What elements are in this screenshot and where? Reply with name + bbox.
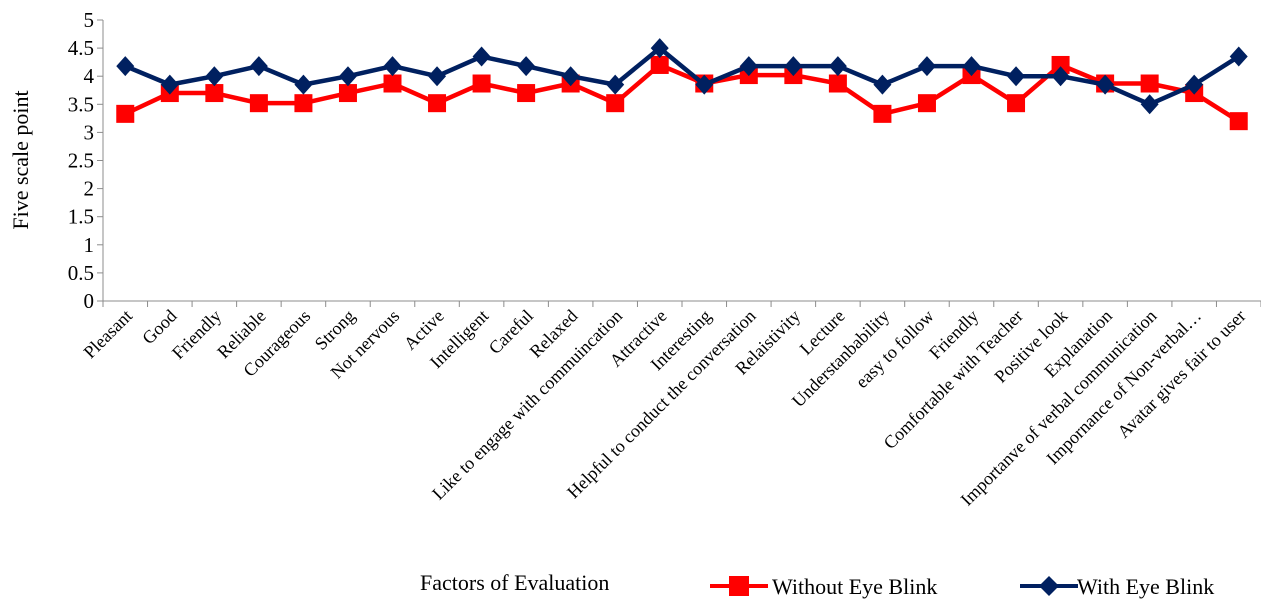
y-tick-labels: 0 0.5 1 1.5 2 2.5 3 3.5 4 4.5 5 [68, 8, 95, 313]
data-point-with-eye-blink [828, 56, 847, 77]
y-tick-label: 5 [84, 8, 95, 32]
y-tick-label: 3 [84, 120, 95, 144]
data-point-without-eye-blink [828, 74, 847, 93]
data-point-with-eye-blink [650, 38, 669, 59]
data-point-with-eye-blink [739, 56, 758, 77]
data-point-without-eye-blink [917, 94, 936, 113]
x-tick-label-pleasant: Pleasant [80, 306, 137, 363]
y-tick-label: 4.5 [68, 36, 94, 60]
legend-item-without-eye-blink: Without Eye Blink [710, 574, 937, 599]
data-point-with-eye-blink [1140, 94, 1159, 115]
data-point-without-eye-blink [1140, 74, 1159, 93]
data-point-without-eye-blink [294, 94, 313, 113]
data-point-without-eye-blink [1051, 55, 1070, 74]
data-point-without-eye-blink [606, 94, 625, 113]
legend-marker-without-eye-blink [729, 576, 749, 596]
y-tick-label: 0 [84, 289, 95, 313]
data-point-without-eye-blink [517, 84, 536, 103]
data-point-with-eye-blink [873, 74, 892, 95]
legend-label-with-eye-blink: With Eye Blink [1077, 574, 1214, 599]
legend: Without Eye Blink With Eye Blink [710, 574, 1214, 599]
axes [97, 19, 1261, 307]
x-tick-label-friendly: Friendly [168, 306, 225, 363]
data-point-without-eye-blink [338, 84, 357, 103]
data-point-with-eye-blink [1229, 46, 1248, 67]
data-point-with-eye-blink [1096, 74, 1115, 95]
data-point-with-eye-blink [917, 56, 936, 77]
data-point-with-eye-blink [606, 74, 625, 95]
data-point-without-eye-blink [205, 84, 224, 103]
data-point-with-eye-blink [695, 74, 714, 95]
series-line-without-eye-blink [124, 62, 1240, 124]
data-point-without-eye-blink [428, 94, 447, 113]
y-tick-label: 0.5 [68, 261, 94, 285]
y-tick-label: 3.5 [68, 92, 94, 116]
data-point-with-eye-blink [1051, 66, 1070, 87]
data-point-without-eye-blink [249, 94, 268, 113]
data-point-with-eye-blink [338, 66, 357, 87]
data-point-with-eye-blink [294, 74, 313, 95]
data-point-without-eye-blink [1229, 112, 1248, 131]
y-tick-label: 2.5 [68, 149, 94, 173]
data-point-with-eye-blink [205, 66, 224, 87]
data-point-with-eye-blink [962, 56, 981, 77]
data-point-without-eye-blink [383, 74, 402, 93]
data-point-with-eye-blink [160, 74, 179, 95]
data-point-without-eye-blink [472, 74, 491, 93]
data-point-with-eye-blink [249, 56, 268, 77]
series-with-eye-blink [116, 38, 1248, 115]
data-point-with-eye-blink [517, 56, 536, 77]
legend-marker-with-eye-blink [1039, 576, 1059, 596]
y-tick-label: 1 [84, 233, 95, 257]
x-axis-label: Factors of Evaluation [420, 570, 609, 595]
legend-label-without-eye-blink: Without Eye Blink [772, 574, 937, 599]
data-point-without-eye-blink [650, 55, 669, 74]
series-layer [116, 38, 1248, 131]
data-point-with-eye-blink [383, 56, 402, 77]
y-tick-label: 4 [84, 64, 95, 88]
data-point-with-eye-blink [472, 46, 491, 67]
data-point-with-eye-blink [1007, 66, 1026, 87]
y-tick-label: 1.5 [68, 205, 94, 229]
data-point-with-eye-blink [116, 56, 135, 77]
data-point-with-eye-blink [1185, 74, 1204, 95]
data-point-without-eye-blink [1007, 94, 1026, 113]
data-point-with-eye-blink [784, 56, 803, 77]
data-point-with-eye-blink [561, 66, 580, 87]
y-tick-label: 2 [84, 177, 95, 201]
data-point-without-eye-blink [873, 104, 892, 123]
data-point-without-eye-blink [116, 104, 135, 123]
data-point-with-eye-blink [428, 66, 447, 87]
x-tick-labels: Pleasant GoodFriendlyReliableCourageousSt… [80, 306, 1250, 510]
legend-item-with-eye-blink: With Eye Blink [1020, 574, 1214, 599]
y-axis-label: Five scale point [8, 90, 33, 229]
